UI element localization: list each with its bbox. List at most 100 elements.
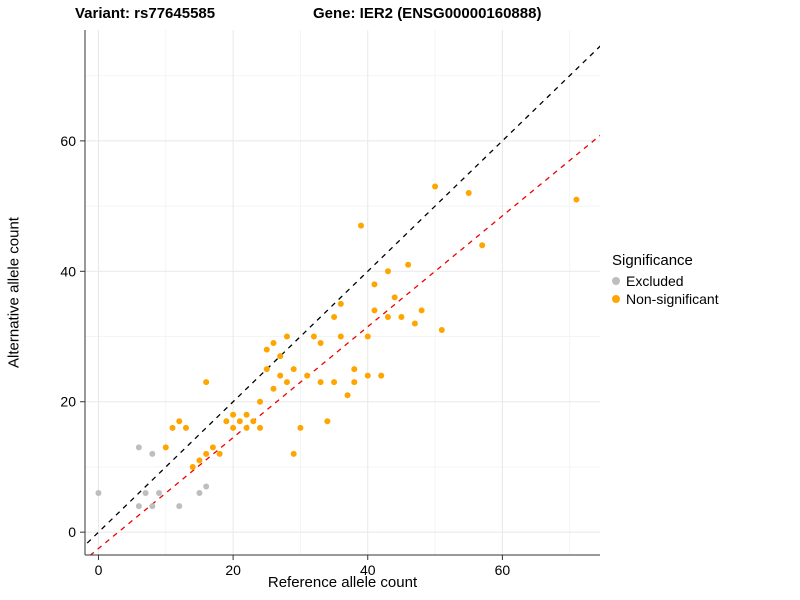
excluded-dot-icon <box>612 277 620 285</box>
data-point <box>405 261 412 268</box>
data-point <box>310 333 317 340</box>
data-point <box>331 313 338 320</box>
gene-title: Gene: IER2 (ENSG00000160888) <box>313 5 542 22</box>
data-point <box>432 183 439 190</box>
y-axis-label: Alternative allele count <box>5 217 23 368</box>
data-point <box>283 333 290 340</box>
minor-gridlines <box>85 30 600 555</box>
data-point <box>290 366 297 373</box>
data-point <box>418 307 425 314</box>
data-point <box>573 196 580 203</box>
data-point <box>344 392 351 399</box>
data-point <box>263 346 270 353</box>
data-point <box>176 503 183 510</box>
data-point <box>304 372 311 379</box>
legend-label-non-significant: Non-significant <box>626 291 719 307</box>
tick-marks <box>80 140 503 560</box>
data-point <box>364 333 371 340</box>
data-point <box>216 450 223 457</box>
data-point <box>479 242 486 249</box>
data-point <box>317 340 324 347</box>
x-tick-label: 60 <box>495 562 511 578</box>
data-point <box>465 190 472 197</box>
data-point <box>203 483 210 490</box>
data-point <box>337 300 344 307</box>
legend-item-excluded: Excluded <box>612 273 719 289</box>
data-point <box>196 457 203 464</box>
data-point <box>283 379 290 386</box>
data-point <box>135 444 142 451</box>
data-point <box>263 366 270 373</box>
variant-title: Variant: rs77645585 <box>75 5 216 22</box>
data-point <box>384 313 391 320</box>
data-point <box>156 490 163 497</box>
data-point <box>243 424 250 431</box>
data-point <box>149 450 156 457</box>
data-point <box>142 490 149 497</box>
points-excluded <box>95 444 210 510</box>
data-point <box>203 450 210 457</box>
y-tick-label: 0 <box>68 524 76 540</box>
data-point <box>297 424 304 431</box>
data-point <box>230 411 237 418</box>
data-point <box>95 490 102 497</box>
data-point <box>331 379 338 386</box>
data-point <box>324 418 331 425</box>
data-point <box>236 418 243 425</box>
legend-item-non-significant: Non-significant <box>612 291 719 307</box>
non-significant-dot-icon <box>612 295 620 303</box>
data-point <box>270 340 277 347</box>
data-point <box>398 313 405 320</box>
data-point <box>371 281 378 288</box>
data-point <box>351 366 358 373</box>
data-point <box>209 444 216 451</box>
data-point <box>438 327 445 333</box>
data-point <box>203 379 210 386</box>
x-tick-label: 0 <box>95 562 103 578</box>
data-point <box>364 372 371 379</box>
x-tick-labels: 0 20 40 60 <box>95 562 511 578</box>
x-tick-label: 40 <box>360 562 376 578</box>
data-point <box>411 320 418 327</box>
x-tick-label: 20 <box>225 562 241 578</box>
data-point <box>384 268 391 275</box>
data-point <box>230 424 237 431</box>
data-point <box>243 411 250 418</box>
data-point <box>358 222 365 229</box>
y-tick-label: 20 <box>60 394 76 410</box>
data-point <box>196 490 203 497</box>
plot-panel <box>85 30 600 555</box>
data-point <box>223 418 230 425</box>
data-point <box>189 463 196 470</box>
legend-label-excluded: Excluded <box>626 273 684 289</box>
x-axis-label: Reference allele count <box>267 574 418 591</box>
major-gridlines <box>85 30 600 555</box>
data-point <box>391 294 398 301</box>
legend-title: Significance <box>612 252 693 269</box>
data-point <box>135 503 142 510</box>
legend: Significance Excluded Non-significant <box>612 252 719 309</box>
data-point <box>250 418 257 425</box>
data-point <box>169 424 176 431</box>
data-point <box>176 418 183 425</box>
data-point <box>162 444 169 451</box>
data-point <box>257 398 264 405</box>
y-tick-labels: 0 20 40 60 <box>60 133 76 540</box>
data-point <box>290 450 297 457</box>
data-point <box>182 424 189 431</box>
axis-lines <box>84 30 600 556</box>
data-point <box>149 503 156 510</box>
data-point <box>270 385 277 392</box>
data-point <box>277 372 284 379</box>
data-point <box>337 333 344 340</box>
data-point <box>277 353 284 360</box>
data-point <box>317 379 324 386</box>
points-non-significant <box>162 183 580 470</box>
data-point <box>378 372 385 379</box>
y-tick-label: 60 <box>60 133 76 149</box>
data-point <box>351 379 358 386</box>
data-point <box>257 424 264 431</box>
y-tick-label: 40 <box>60 263 76 279</box>
